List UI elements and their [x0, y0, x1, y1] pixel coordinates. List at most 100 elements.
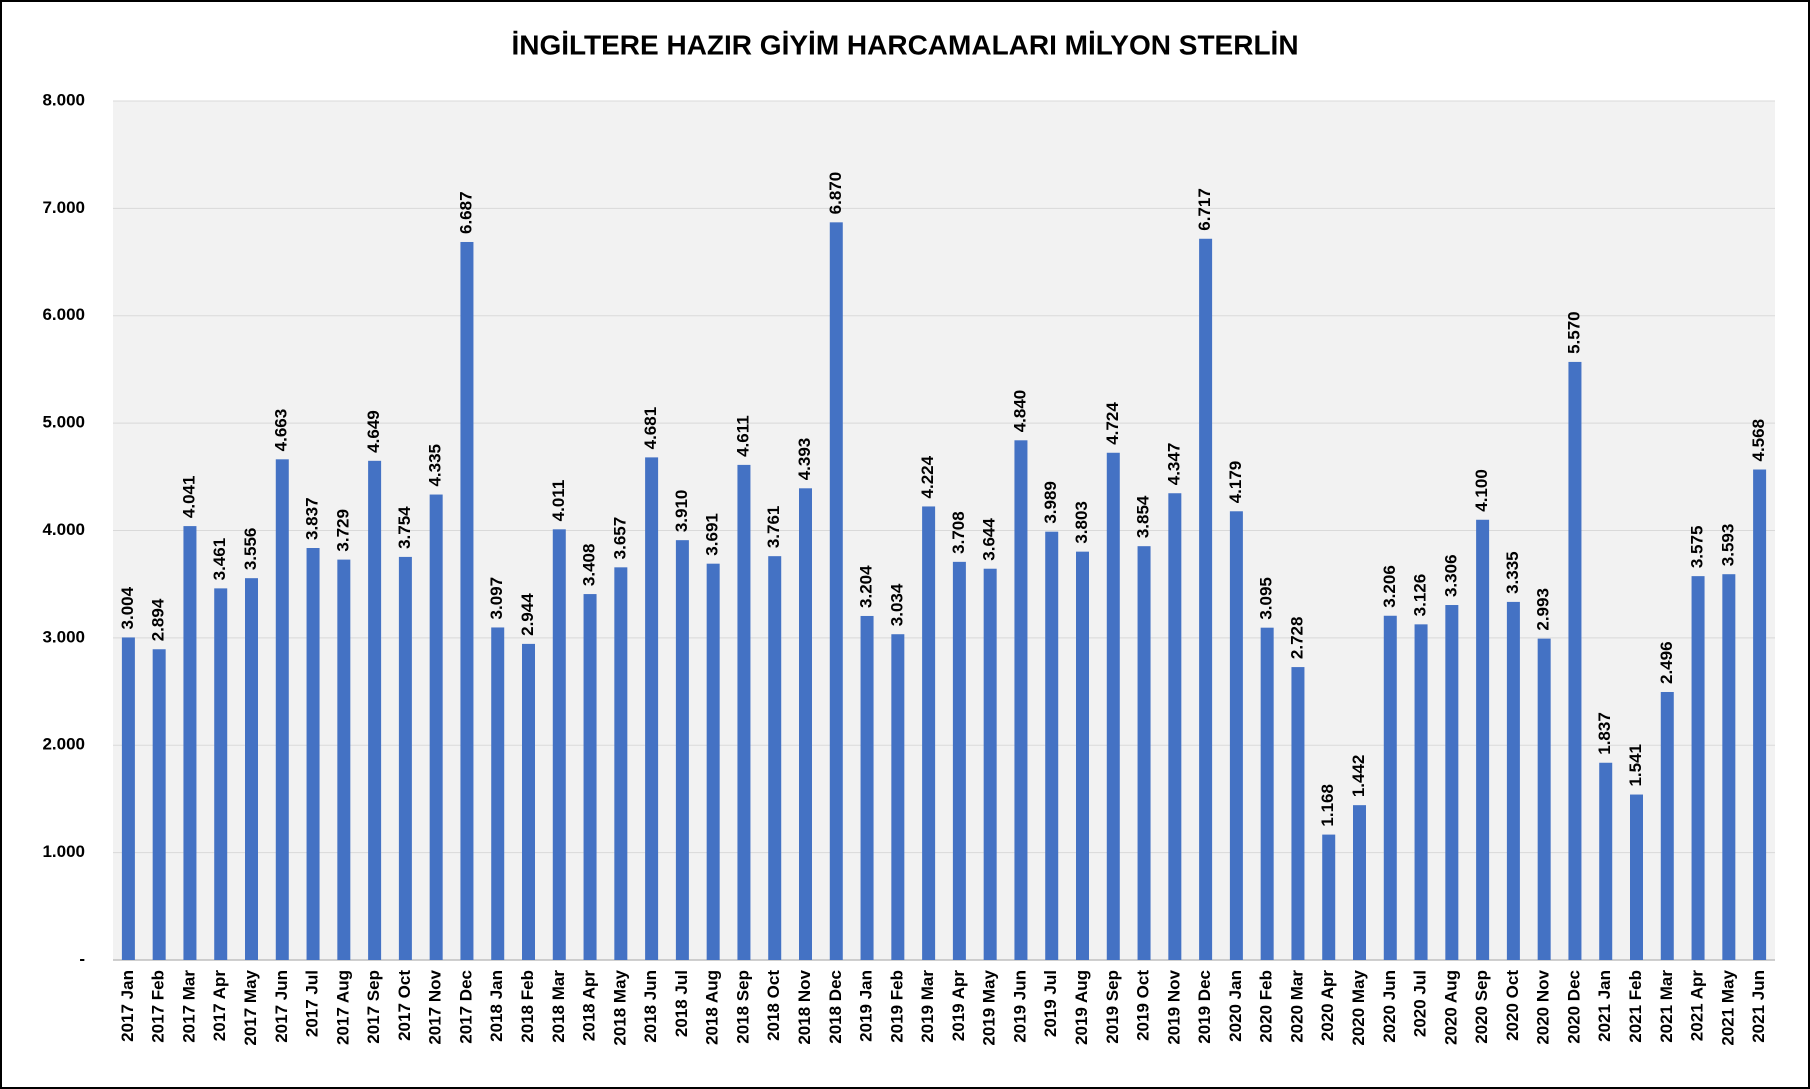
value-label: 3.461: [210, 538, 229, 581]
x-tick-label: 2018 Dec: [826, 970, 845, 1044]
value-label: 3.034: [887, 583, 906, 626]
value-label: 3.803: [1072, 501, 1091, 544]
value-label: 6.717: [1195, 188, 1214, 231]
x-tick-label: 2021 Jun: [1749, 970, 1768, 1043]
bar: [922, 506, 936, 960]
bar: [368, 460, 382, 960]
bar: [983, 568, 997, 960]
x-tick-label: 2020 Oct: [1503, 970, 1522, 1041]
x-tick-label: 2020 Feb: [1257, 970, 1276, 1043]
bar: [1076, 551, 1089, 960]
x-tick-label: 2020 Aug: [1441, 970, 1460, 1045]
bar: [275, 459, 289, 960]
y-tick-label: 6.000: [42, 305, 85, 324]
y-tick-label: 7.000: [42, 198, 85, 217]
x-tick-label: 2017 Nov: [426, 969, 445, 1044]
bar: [891, 634, 905, 960]
x-tick-label: 2021 Feb: [1626, 970, 1645, 1043]
x-tick-label: 2018 Mar: [549, 970, 568, 1043]
value-label: 4.041: [179, 476, 198, 519]
value-label: 4.179: [1226, 461, 1245, 504]
bar: [1322, 834, 1336, 960]
y-tick-label: -: [79, 949, 85, 968]
x-tick-label: 2020 Jun: [1380, 970, 1399, 1043]
bar: [1106, 452, 1120, 960]
x-tick-label: 2019 Nov: [1164, 969, 1183, 1044]
bar: [1291, 667, 1305, 960]
bar: [1660, 691, 1674, 960]
bar: [1722, 574, 1736, 960]
value-label: 3.708: [949, 511, 968, 554]
x-tick-label: 2017 Apr: [210, 970, 229, 1042]
bar: [706, 563, 720, 960]
value-label: 3.575: [1688, 526, 1707, 569]
bar: [460, 241, 474, 960]
x-tick-label: 2019 May: [980, 969, 999, 1045]
value-label: 6.870: [826, 172, 845, 215]
x-tick-label: 2020 Dec: [1564, 970, 1583, 1044]
value-label: 2.944: [518, 593, 537, 636]
bar: [1630, 794, 1643, 960]
x-tick-label: 2019 Aug: [1072, 970, 1091, 1045]
bar: [522, 643, 535, 960]
value-label: 4.011: [549, 480, 568, 522]
bar: [799, 488, 812, 960]
x-tick-label: 2017 Feb: [149, 970, 168, 1043]
value-label: 1.541: [1626, 744, 1645, 787]
x-tick-label: 2017 Sep: [364, 970, 383, 1044]
x-tick-label: 2019 Dec: [1195, 970, 1214, 1044]
bar: [1414, 624, 1428, 960]
value-label: 2.894: [149, 598, 168, 641]
bar: [1445, 605, 1459, 960]
value-label: 3.837: [303, 497, 322, 540]
x-tick-label: 2017 Oct: [395, 970, 414, 1041]
value-label: 1.442: [1349, 755, 1368, 798]
x-tick-label: 2021 Jan: [1595, 970, 1614, 1042]
x-tick-label: 2021 May: [1718, 969, 1737, 1045]
x-tick-label: 2020 Mar: [1287, 970, 1306, 1043]
x-tick-label: 2018 Nov: [795, 969, 814, 1044]
x-tick-label: 2020 Apr: [1318, 970, 1337, 1042]
value-label: 3.335: [1503, 551, 1522, 594]
chart-title: İNGİLTERE HAZIR GİYİM HARCAMALARI MİLYON…: [511, 29, 1298, 60]
bar: [1383, 615, 1397, 960]
value-label: 3.097: [487, 577, 506, 620]
value-label: 4.100: [1472, 469, 1491, 512]
bar: [737, 464, 751, 960]
x-tick-label: 2019 Feb: [887, 970, 906, 1043]
x-tick-label: 2017 Aug: [333, 970, 352, 1045]
value-label: 4.568: [1749, 419, 1768, 462]
bar: [152, 649, 166, 960]
x-tick-label: 2017 Dec: [456, 970, 475, 1044]
bar: [306, 548, 320, 960]
bar: [1353, 805, 1366, 960]
bar: [1045, 531, 1059, 960]
value-label: 3.408: [580, 544, 599, 587]
bar: [1229, 511, 1243, 960]
value-label: 3.204: [857, 565, 876, 608]
value-label: 3.854: [1134, 495, 1153, 538]
bar: [952, 561, 966, 960]
value-label: 3.754: [395, 506, 414, 549]
bar: [1599, 762, 1613, 960]
value-label: 4.335: [426, 444, 445, 487]
value-label: 3.729: [333, 509, 352, 552]
value-label: 3.126: [1411, 574, 1430, 617]
x-tick-label: 2017 Jul: [303, 970, 322, 1037]
x-tick-label: 2017 Jan: [118, 970, 137, 1042]
bar: [214, 588, 228, 960]
x-tick-label: 2018 Sep: [733, 970, 752, 1044]
value-label: 4.681: [641, 407, 660, 450]
bar: [1199, 238, 1213, 960]
x-tick-label: 2019 Jul: [1041, 970, 1060, 1037]
bar: [583, 594, 597, 960]
bar: [1506, 601, 1520, 960]
bar: [768, 556, 782, 960]
value-label: 4.611: [733, 415, 752, 457]
x-tick-label: 2020 May: [1349, 969, 1368, 1045]
x-tick-label: 2017 May: [241, 969, 260, 1045]
value-label: 1.168: [1318, 784, 1337, 827]
y-tick-label: 5.000: [42, 413, 85, 432]
value-label: 3.691: [703, 513, 722, 556]
